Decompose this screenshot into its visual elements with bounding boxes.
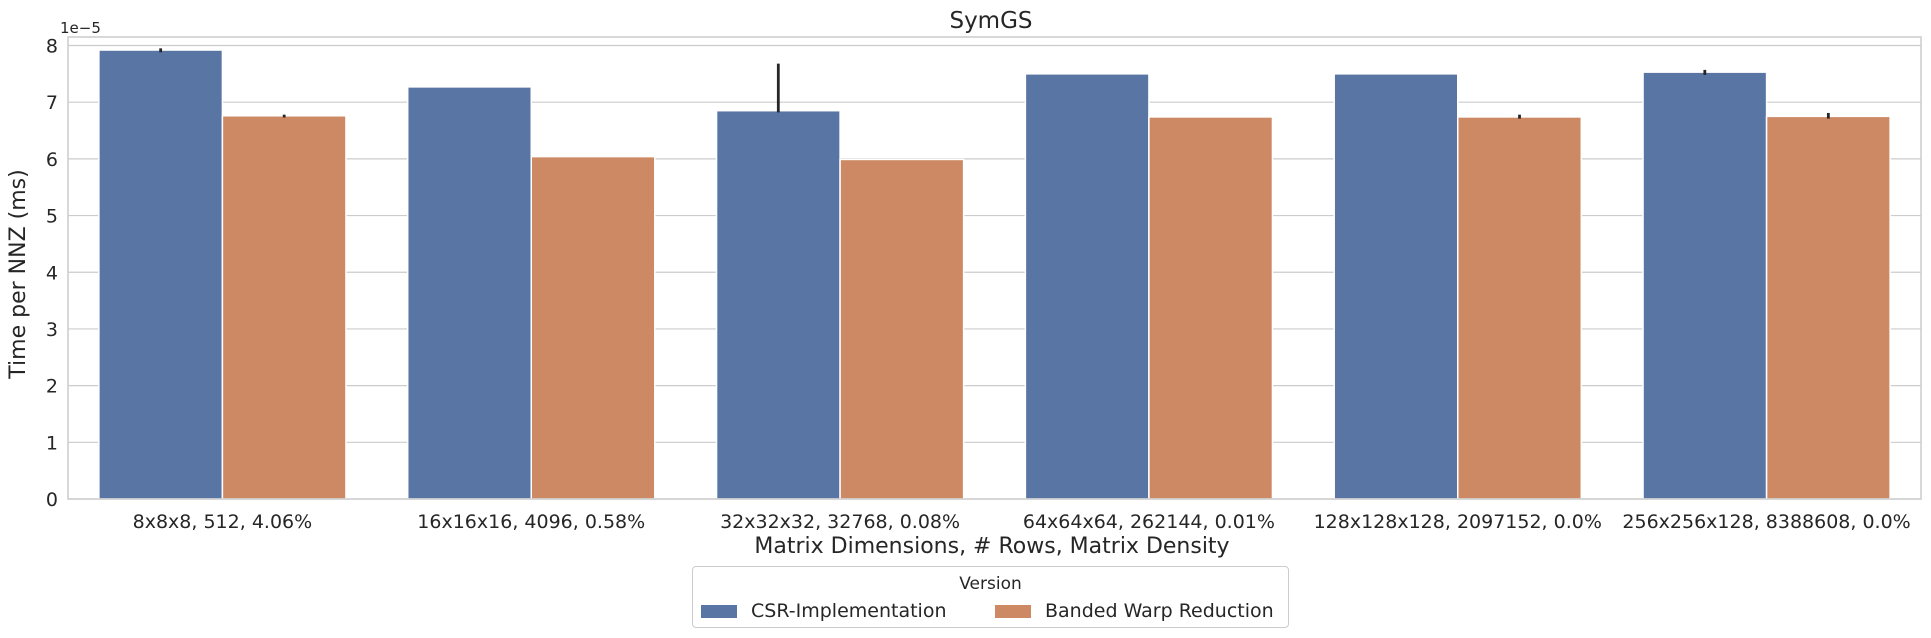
x-axis-label: Matrix Dimensions, # Rows, Matrix Densit… bbox=[754, 534, 1229, 559]
bar bbox=[1333, 73, 1459, 500]
y-tick-label: 1 bbox=[46, 432, 58, 454]
x-tick-label: 16x16x16, 4096, 0.58% bbox=[417, 511, 645, 533]
y-tick-label: 3 bbox=[46, 319, 58, 341]
y-tick-label: 7 bbox=[46, 92, 58, 114]
plot-frame bbox=[67, 36, 1922, 500]
bar bbox=[715, 109, 841, 500]
x-tick-label: 32x32x32, 32768, 0.08% bbox=[720, 511, 960, 533]
y-tick-label: 8 bbox=[46, 36, 58, 58]
chart-title: SymGS bbox=[949, 8, 1032, 34]
legend-item-csr: CSR-Implementation bbox=[701, 600, 946, 622]
legend-label-csr: CSR-Implementation bbox=[751, 600, 947, 622]
y-tick-label: 0 bbox=[46, 489, 58, 511]
legend-title: Version bbox=[959, 574, 1022, 594]
bar bbox=[1765, 115, 1891, 500]
x-tick-label: 64x64x64, 262144, 0.01% bbox=[1023, 511, 1275, 533]
legend-item-banded: Banded Warp Reduction bbox=[995, 600, 1274, 622]
bar bbox=[839, 158, 965, 500]
bar bbox=[1642, 71, 1768, 500]
bar-chart: SymGS 1e−5 Matrix Dimensions, # Rows, Ma… bbox=[6, 8, 1922, 559]
bar bbox=[1457, 116, 1583, 500]
bar bbox=[1024, 73, 1150, 500]
y-scale-label: 1e−5 bbox=[60, 19, 101, 37]
bar bbox=[98, 49, 224, 500]
bar bbox=[221, 115, 347, 500]
bar bbox=[530, 155, 656, 500]
x-tick-label: 256x256x128, 8388608, 0.0% bbox=[1622, 511, 1910, 533]
legend: Version CSR-Implementation Banded Warp R… bbox=[692, 566, 1289, 628]
bars bbox=[98, 48, 1891, 500]
x-tick-label: 128x128x128, 2097152, 0.0% bbox=[1314, 511, 1602, 533]
legend-label-banded: Banded Warp Reduction bbox=[1045, 600, 1274, 622]
y-tick-label: 5 bbox=[46, 206, 58, 228]
y-tick-label: 2 bbox=[46, 376, 58, 398]
bar bbox=[1148, 116, 1274, 500]
legend-swatch-csr bbox=[701, 604, 737, 618]
grid-lines bbox=[68, 44, 1921, 500]
y-tick-label: 6 bbox=[46, 149, 58, 171]
legend-swatch-banded bbox=[995, 604, 1031, 618]
y-axis-label: Time per NNZ (ms) bbox=[6, 169, 31, 379]
y-tick-label: 4 bbox=[46, 262, 58, 284]
bar bbox=[406, 86, 533, 500]
x-tick-label: 8x8x8, 512, 4.06% bbox=[133, 511, 313, 533]
